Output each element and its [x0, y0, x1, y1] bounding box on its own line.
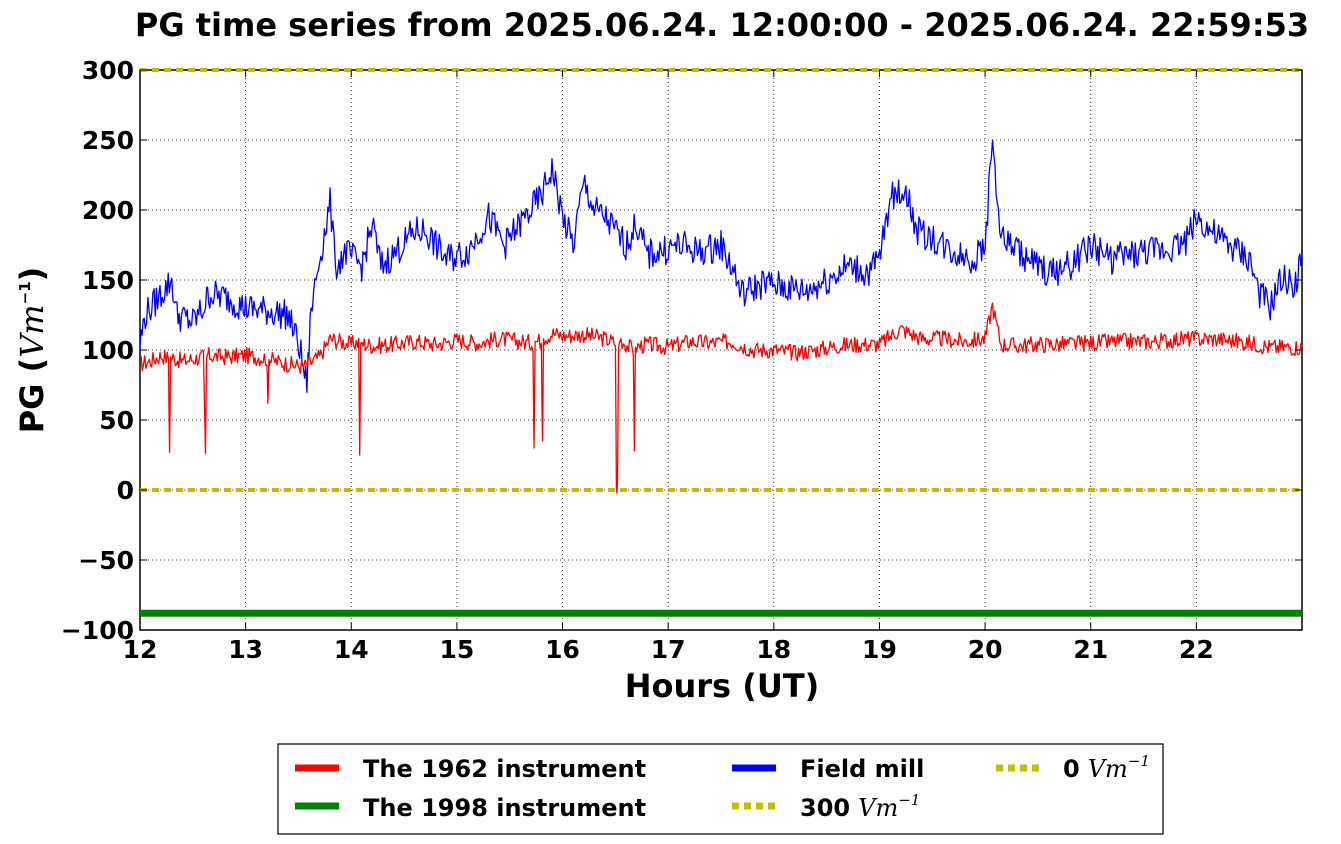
y-tick-label: 0 — [117, 476, 134, 505]
y-tick-label: 50 — [99, 406, 134, 435]
axis-ticks: 12 13 14 15 16 17 18 19 20 21 22 −100 −50 0 50 100 150 20… — [61, 56, 1302, 664]
x-tick-label: 14 — [334, 635, 369, 664]
y-axis-label: PG (Vm−1) — [13, 267, 51, 434]
legend-label-0: 0 Vm−1 — [1063, 752, 1150, 783]
legend-label-1962: The 1962 instrument — [363, 755, 646, 783]
legend-label-300-value: 300 — [800, 794, 850, 822]
plot-area: 12 13 14 15 16 17 18 19 20 21 22 −100 −50 0 50 100 150 20… — [61, 56, 1303, 664]
x-tick-label: 21 — [1073, 635, 1108, 664]
y-tick-label: −50 — [78, 546, 134, 575]
y-tick-label: 100 — [82, 336, 134, 365]
y-tick-label: 150 — [82, 266, 134, 295]
legend-label-field-mill: Field mill — [800, 755, 924, 783]
legend-label-0-exp: −1 — [1128, 752, 1150, 770]
x-axis-label: Hours (UT) — [625, 667, 820, 705]
x-tick-label: 16 — [545, 635, 580, 664]
legend-label-300-unit: Vm — [858, 794, 898, 822]
series-line-1962 — [139, 302, 1303, 494]
y-axis-label-close: ) — [13, 267, 51, 282]
x-tick-label: 17 — [651, 635, 686, 664]
x-tick-label: 19 — [862, 635, 897, 664]
legend-label-300-exp: −1 — [898, 791, 920, 809]
legend-label-0-unit: Vm — [1088, 755, 1128, 783]
y-tick-label: 250 — [82, 126, 134, 155]
x-tick-label: 12 — [123, 635, 158, 664]
x-tick-label: 13 — [228, 635, 263, 664]
legend: The 1962 instrument The 1998 instrument … — [277, 743, 1164, 835]
x-tick-label: 22 — [1179, 635, 1214, 664]
y-tick-label: −100 — [61, 616, 134, 645]
legend-frame — [277, 743, 1164, 835]
legend-label-0-value: 0 — [1063, 755, 1080, 783]
grid-lines — [140, 70, 1302, 630]
series-lines — [139, 139, 1303, 617]
chart-title: PG time series from 2025.06.24. 12:00:00… — [135, 6, 1309, 44]
y-axis-label-exp: −1 — [16, 281, 34, 304]
x-tick-label: 18 — [756, 635, 791, 664]
y-tick-label: 200 — [82, 196, 134, 225]
reference-lines — [140, 68, 1302, 492]
legend-label-1998: The 1998 instrument — [363, 794, 646, 822]
y-axis-label-unit: Vm — [13, 304, 51, 357]
series-line-field-mill — [139, 139, 1303, 393]
y-tick-label: 300 — [82, 56, 134, 85]
legend-label-300: 300 Vm−1 — [800, 791, 920, 822]
x-tick-label: 20 — [968, 635, 1003, 664]
x-tick-label: 15 — [440, 635, 475, 664]
y-axis-label-main: PG ( — [13, 358, 51, 433]
